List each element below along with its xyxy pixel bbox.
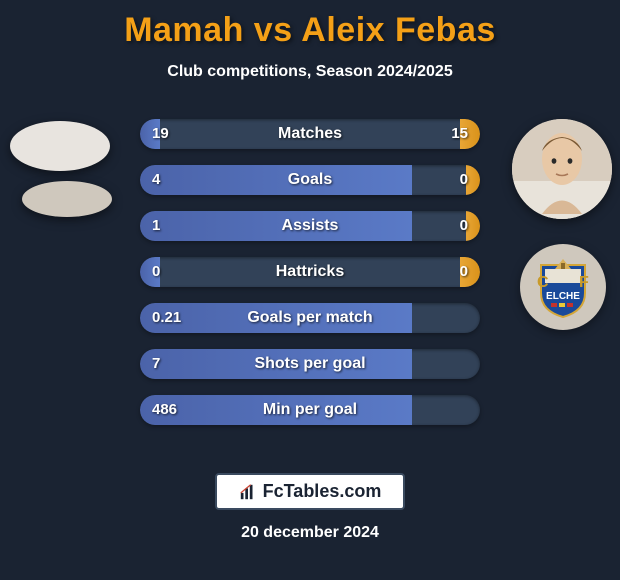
stat-value-right: 0 (460, 257, 468, 287)
player-right-avatar (512, 119, 612, 219)
svg-text:C: C (537, 274, 549, 291)
stat-value-left: 19 (152, 119, 169, 149)
stat-row: Min per goal486 (140, 395, 480, 425)
stat-value-left: 1 (152, 211, 160, 241)
stat-label: Goals (140, 165, 480, 195)
bar-chart-icon (239, 483, 257, 501)
footer: FcTables.com 20 december 2024 (0, 473, 620, 542)
comparison-title: Mamah vs Aleix Febas (0, 0, 620, 49)
stat-row: Shots per goal7 (140, 349, 480, 379)
shield-icon: ELCHE C F (531, 255, 595, 319)
comparison-subtitle: Club competitions, Season 2024/2025 (0, 63, 620, 81)
stat-label: Min per goal (140, 395, 480, 425)
stat-row: Hattricks0 0 (140, 257, 480, 287)
svg-text:F: F (579, 274, 589, 291)
player-right-club-crest: ELCHE C F (520, 244, 606, 330)
stat-row: Matches19 15 (140, 119, 480, 149)
stat-value-right: 0 (460, 211, 468, 241)
stat-label: Matches (140, 119, 480, 149)
stat-label: Hattricks (140, 257, 480, 287)
player-left-avatar-shadow (22, 181, 112, 217)
stat-label: Assists (140, 211, 480, 241)
player-left-avatar (10, 121, 110, 171)
brand-text: FcTables.com (263, 481, 382, 502)
stat-row: Assists1 0 (140, 211, 480, 241)
stat-row: Goals per match0.21 (140, 303, 480, 333)
snapshot-date: 20 december 2024 (241, 524, 379, 542)
face-icon (512, 119, 612, 219)
stat-value-left: 0 (152, 257, 160, 287)
stat-rows: Matches1915Goals40Assists10Hattricks00Go… (140, 119, 480, 425)
stat-value-right: 15 (451, 119, 468, 149)
stat-value-right: 0 (460, 165, 468, 195)
stat-value-left: 4 (152, 165, 160, 195)
svg-text:ELCHE: ELCHE (546, 291, 580, 302)
stat-value-left: 486 (152, 395, 177, 425)
brand-badge: FcTables.com (215, 473, 406, 510)
stat-value-left: 0.21 (152, 303, 181, 333)
stat-row: Goals4 0 (140, 165, 480, 195)
stat-label: Shots per goal (140, 349, 480, 379)
stat-label: Goals per match (140, 303, 480, 333)
stat-value-left: 7 (152, 349, 160, 379)
